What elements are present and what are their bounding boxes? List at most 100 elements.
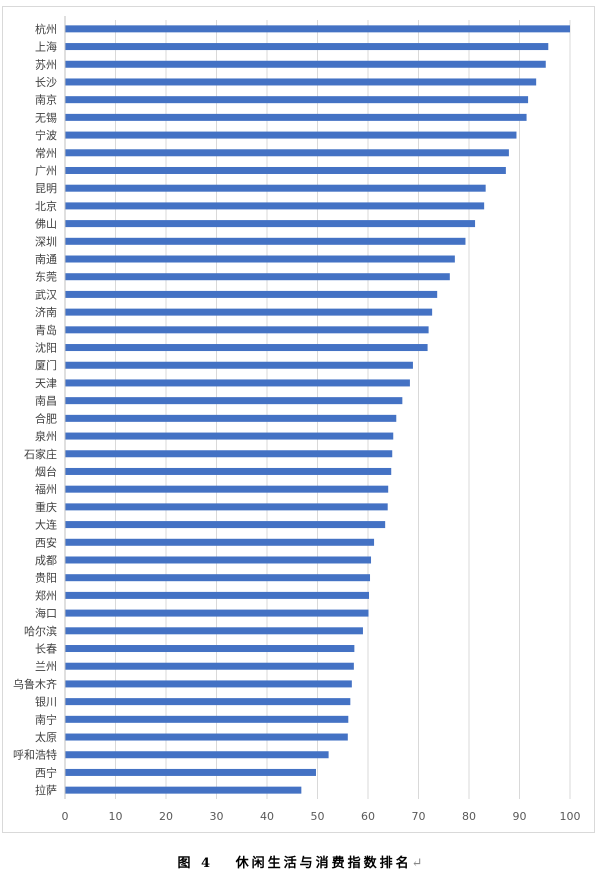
category-label: 成都 — [35, 554, 57, 567]
bar — [65, 503, 388, 511]
category-label: 贵阳 — [35, 572, 57, 585]
category-label: 重庆 — [35, 500, 57, 514]
bar — [65, 60, 546, 68]
category-label: 宁波 — [35, 128, 57, 142]
category-label: 石家庄 — [24, 447, 57, 461]
bar — [65, 662, 354, 670]
bar — [65, 733, 348, 741]
x-tick-label: 30 — [210, 810, 224, 823]
bar-chart: 0 10 20 30 40 50 60 70 80 90 100 杭州上海苏州长沙南京无锡宁波常州广州… — [13, 16, 581, 823]
bar — [65, 131, 517, 139]
x-tick-label: 0 — [62, 810, 69, 823]
bar — [65, 680, 352, 688]
category-label: 兰州 — [35, 660, 57, 673]
bar — [65, 255, 455, 263]
bar — [65, 521, 386, 529]
x-tick-label: 80 — [462, 810, 476, 823]
category-label: 青岛 — [35, 323, 57, 337]
bar — [65, 414, 397, 422]
bar — [65, 202, 485, 210]
bar — [65, 308, 433, 316]
x-tick-label: 10 — [109, 810, 123, 823]
bar — [65, 96, 529, 104]
bar — [65, 574, 371, 582]
bar — [65, 113, 527, 121]
category-label: 哈尔滨 — [24, 624, 57, 638]
figure-caption: 图 4 休闲生活与消费指数排名↵ — [0, 852, 600, 871]
category-label: 深圳 — [35, 235, 57, 248]
x-tick-label: 70 — [412, 810, 426, 823]
category-label: 福州 — [35, 482, 57, 496]
x-tick-label: 60 — [361, 810, 375, 823]
category-label: 东莞 — [35, 271, 57, 284]
bar — [65, 43, 549, 51]
category-label: 烟台 — [35, 464, 57, 478]
x-tick-label: 50 — [311, 810, 325, 823]
category-label: 常州 — [35, 147, 57, 160]
category-label: 天津 — [35, 377, 57, 390]
category-label: 南通 — [35, 253, 57, 266]
category-label: 苏州 — [35, 58, 57, 71]
category-label: 北京 — [35, 199, 57, 213]
category-label: 佛山 — [35, 218, 57, 231]
category-label: 太原 — [35, 731, 57, 744]
bar — [65, 751, 329, 759]
category-label: 南京 — [35, 93, 57, 107]
bar — [65, 166, 506, 174]
bar — [65, 627, 363, 635]
category-label: 呼和浩特 — [13, 748, 57, 762]
category-label: 南宁 — [35, 712, 57, 726]
category-label: 无锡 — [35, 110, 57, 124]
bar — [65, 698, 351, 706]
bar — [65, 450, 393, 458]
bar — [65, 556, 372, 564]
category-label: 南昌 — [35, 395, 57, 408]
bar — [65, 432, 394, 440]
category-label: 武汉 — [35, 288, 57, 301]
category-label: 银川 — [35, 695, 57, 709]
bar — [65, 715, 349, 723]
category-label: 郑州 — [35, 588, 57, 602]
bar — [65, 485, 389, 493]
category-label: 海口 — [35, 606, 57, 620]
category-label: 拉萨 — [35, 783, 57, 797]
category-label: 乌鲁木齐 — [13, 677, 57, 691]
bar — [65, 290, 438, 298]
category-label: 济南 — [35, 305, 57, 319]
bar — [65, 768, 316, 776]
bar — [65, 645, 355, 653]
bar — [65, 538, 375, 546]
category-label: 泉州 — [35, 429, 57, 443]
x-tick-label: 20 — [159, 810, 173, 823]
bar — [65, 609, 369, 617]
bar — [65, 149, 509, 157]
bar — [65, 467, 392, 475]
bar — [65, 786, 302, 794]
bar — [65, 184, 486, 192]
category-label: 西宁 — [35, 765, 57, 779]
bar — [65, 237, 466, 245]
bar — [65, 25, 570, 33]
bar — [65, 220, 476, 228]
category-label: 西安 — [35, 535, 57, 549]
category-label: 合肥 — [35, 411, 57, 425]
return-mark: ↵ — [411, 856, 423, 871]
caption-text: 图 4 休闲生活与消费指数排名 — [177, 856, 412, 871]
category-label: 厦门 — [35, 358, 57, 372]
bar — [65, 397, 403, 405]
bar — [65, 273, 450, 281]
category-label: 沈阳 — [35, 341, 57, 355]
x-tick-label: 100 — [560, 810, 581, 823]
category-label: 长春 — [35, 643, 57, 656]
bar — [65, 344, 428, 352]
bar — [65, 379, 410, 387]
category-label: 长沙 — [35, 76, 57, 89]
x-tick-label: 90 — [513, 810, 527, 823]
bar — [65, 591, 370, 599]
bar — [65, 78, 537, 86]
category-label: 广州 — [35, 164, 57, 177]
bar — [65, 326, 429, 334]
category-label: 昆明 — [35, 182, 57, 195]
category-label: 杭州 — [35, 22, 57, 36]
x-tick-label: 40 — [260, 810, 274, 823]
